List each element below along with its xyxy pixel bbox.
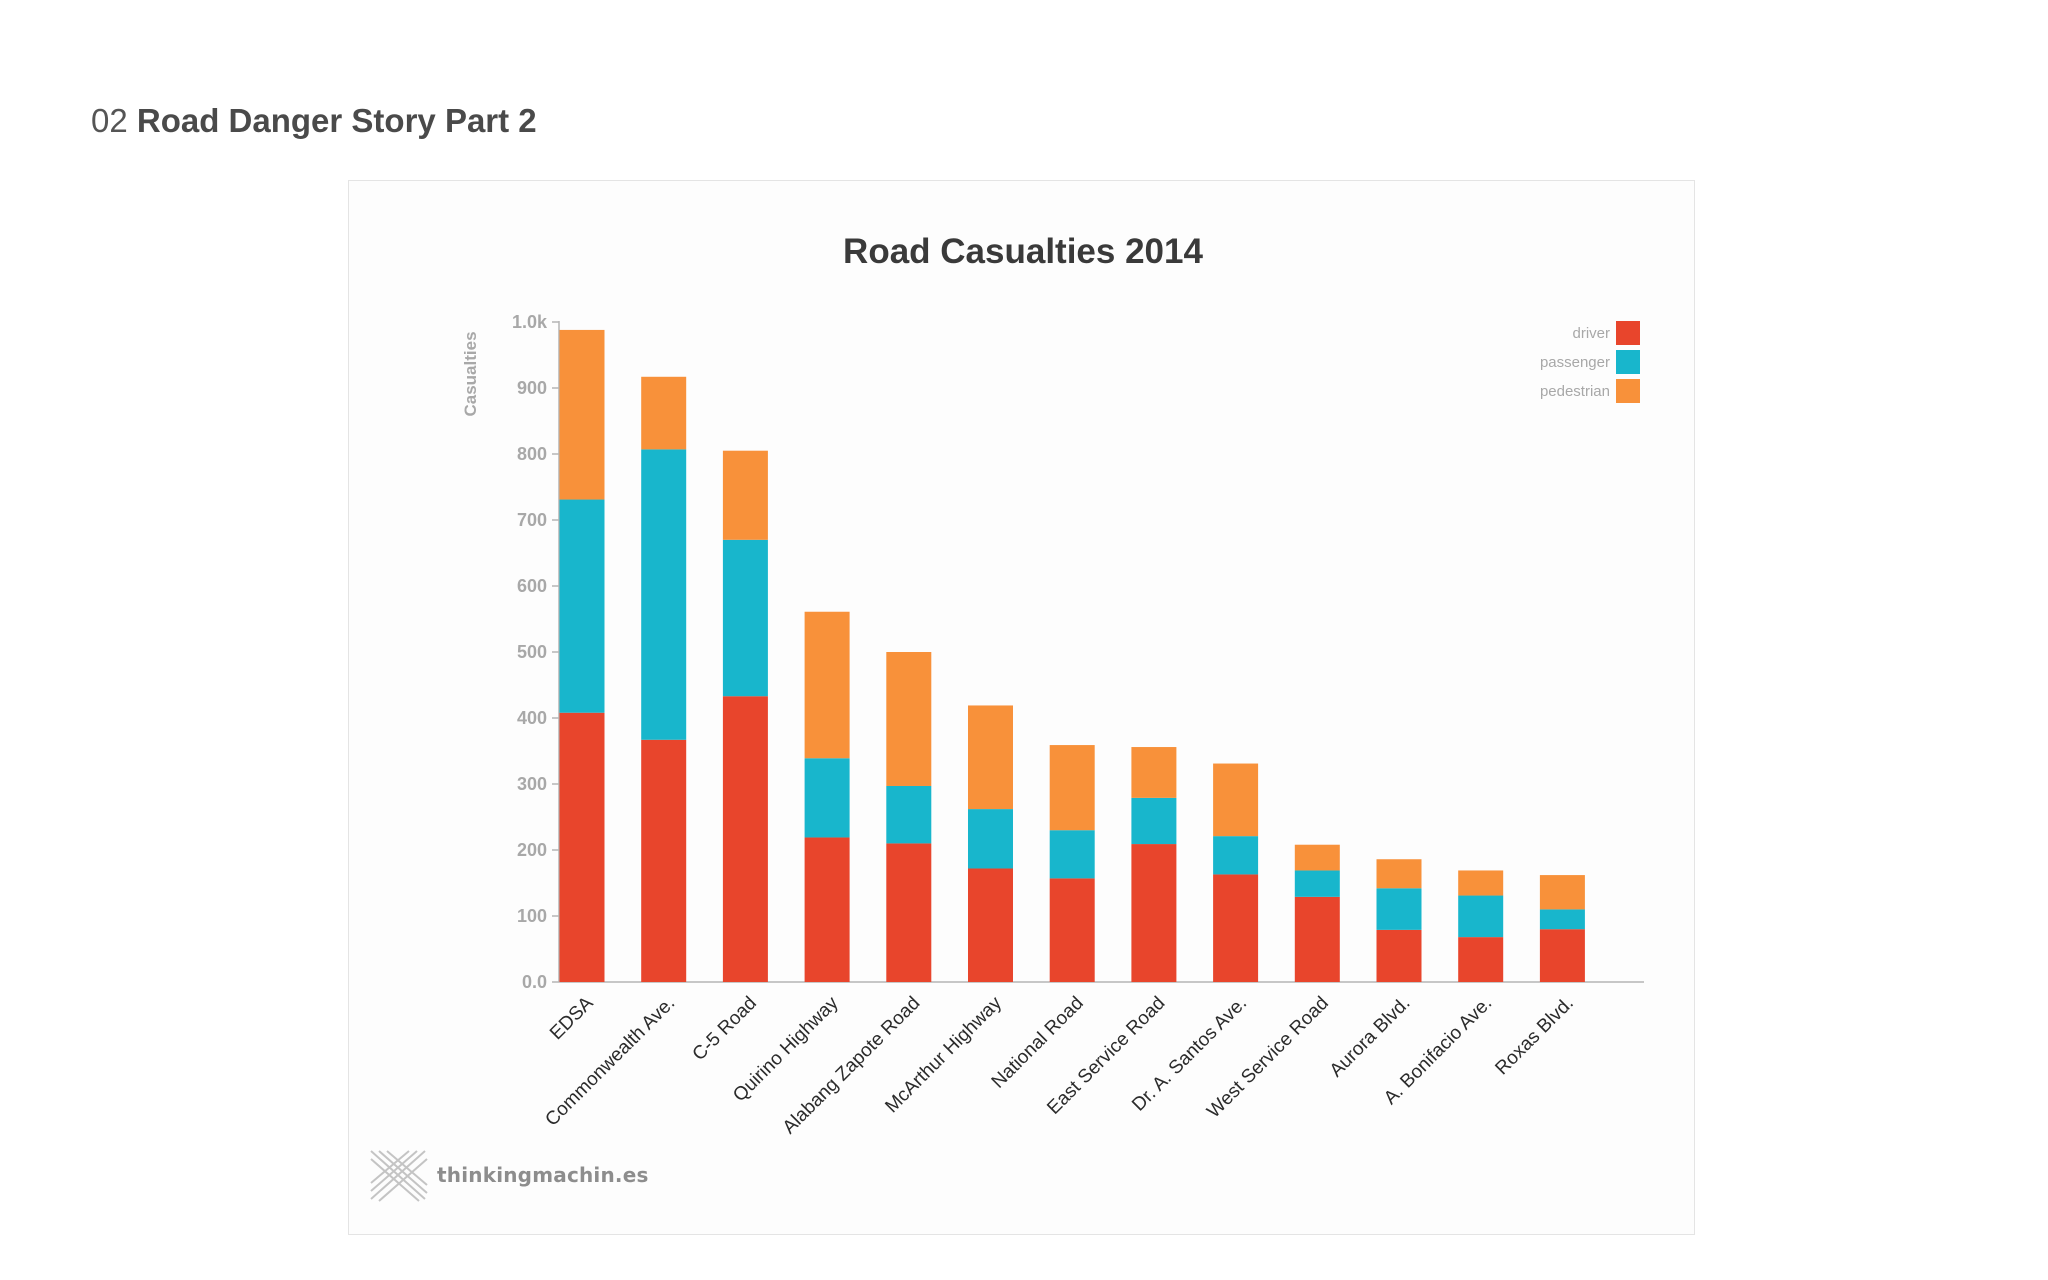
brand-logo: thinkingmachin.es bbox=[369, 1147, 649, 1203]
bar-pedestrian bbox=[886, 652, 932, 786]
bar-driver bbox=[886, 843, 932, 982]
y-tick-label: 0.0 bbox=[522, 972, 547, 992]
bar-passenger bbox=[1294, 870, 1340, 897]
y-tick-label: 1.0k bbox=[512, 312, 548, 332]
bar-stack bbox=[1458, 870, 1504, 982]
bar-passenger bbox=[559, 499, 605, 713]
bar-stack bbox=[641, 376, 687, 982]
y-tick-label: 800 bbox=[517, 444, 547, 464]
legend-swatch bbox=[1616, 379, 1640, 403]
page-title: Road Danger Story Part 2 bbox=[136, 102, 537, 139]
bar-passenger bbox=[1376, 888, 1422, 930]
bar-stack bbox=[1294, 844, 1340, 982]
bar-driver bbox=[1376, 929, 1422, 982]
bar-driver bbox=[1131, 844, 1177, 982]
y-tick-label: 100 bbox=[517, 906, 547, 926]
brand-name: thinkingmachin.es bbox=[437, 1163, 649, 1187]
bar-stack bbox=[1213, 763, 1259, 982]
x-tick-label: Aurora Blvd. bbox=[1326, 993, 1415, 1082]
bar-pedestrian bbox=[968, 705, 1013, 810]
bar-stack bbox=[1131, 747, 1177, 982]
bars-layer bbox=[559, 329, 1585, 982]
page-heading: 02 Road Danger Story Part 2 bbox=[91, 102, 537, 140]
bar-driver bbox=[1213, 874, 1259, 982]
bar-stack bbox=[886, 652, 932, 982]
bar-stack bbox=[1049, 745, 1095, 982]
bar-driver bbox=[1458, 937, 1504, 982]
legend-label: driver bbox=[1572, 325, 1610, 342]
x-tick-label: Roxas Blvd. bbox=[1491, 993, 1578, 1080]
bar-driver bbox=[1049, 878, 1095, 982]
chart-title: Road Casualties 2014 bbox=[843, 232, 1203, 271]
bar-passenger bbox=[1539, 909, 1585, 930]
bar-stack bbox=[722, 450, 768, 982]
bar-pedestrian bbox=[641, 376, 687, 450]
bar-pedestrian bbox=[1294, 844, 1340, 871]
bar-driver bbox=[968, 868, 1013, 982]
bar-stack bbox=[559, 329, 605, 982]
bar-passenger bbox=[1213, 836, 1259, 875]
y-tick-label: 900 bbox=[517, 378, 547, 398]
bar-pedestrian bbox=[1131, 747, 1177, 798]
bar-stack bbox=[1376, 859, 1422, 982]
legend-label: pedestrian bbox=[1540, 383, 1610, 400]
bar-driver bbox=[722, 696, 768, 982]
bar-passenger bbox=[641, 449, 687, 740]
bar-passenger bbox=[1131, 797, 1177, 845]
y-tick-label: 600 bbox=[517, 576, 547, 596]
bar-passenger bbox=[722, 539, 768, 697]
page-number: 02 bbox=[91, 102, 128, 139]
bar-pedestrian bbox=[559, 329, 605, 500]
bar-stack bbox=[1539, 875, 1585, 982]
y-tick-label: 700 bbox=[517, 510, 547, 530]
bar-pedestrian bbox=[1213, 763, 1259, 837]
bar-passenger bbox=[968, 809, 1013, 869]
legend: driver passenger pedestrian bbox=[1540, 321, 1640, 403]
legend-item-pedestrian: pedestrian bbox=[1540, 379, 1640, 403]
bar-pedestrian bbox=[722, 450, 768, 540]
bar-stack bbox=[968, 705, 1013, 982]
bar-driver bbox=[559, 712, 605, 982]
bar-pedestrian bbox=[1539, 875, 1585, 910]
y-tick-label: 400 bbox=[517, 708, 547, 728]
legend-swatch bbox=[1616, 350, 1640, 374]
y-axis-label: Casualties bbox=[461, 331, 480, 416]
bar-passenger bbox=[1458, 895, 1504, 938]
bar-stack bbox=[804, 611, 850, 982]
road-casualties-chart: Road Casualties 2014 Casualties 0.0 100 20… bbox=[461, 232, 1644, 1138]
x-tick-label: C-5 Road bbox=[689, 993, 761, 1065]
bar-driver bbox=[1539, 929, 1585, 982]
y-tick-label: 300 bbox=[517, 774, 547, 794]
thinkingmachines-logo-icon bbox=[370, 1150, 428, 1202]
bar-pedestrian bbox=[804, 611, 850, 759]
chart-card: Road Casualties 2014 Casualties 0.0 100 20… bbox=[348, 180, 1695, 1235]
bar-pedestrian bbox=[1458, 870, 1504, 896]
legend-item-driver: driver bbox=[1572, 321, 1640, 345]
bar-driver bbox=[1294, 896, 1340, 982]
legend-item-passenger: passenger bbox=[1540, 350, 1640, 374]
y-tick-label: 500 bbox=[517, 642, 547, 662]
y-tick-label: 200 bbox=[517, 840, 547, 860]
bar-passenger bbox=[886, 785, 932, 844]
bar-driver bbox=[804, 837, 850, 982]
legend-swatch bbox=[1616, 321, 1640, 345]
x-tick-label: EDSA bbox=[546, 992, 598, 1044]
x-tick-label: Alabang Zapote Road bbox=[779, 993, 925, 1139]
bar-pedestrian bbox=[1049, 745, 1095, 831]
bar-pedestrian bbox=[1376, 859, 1422, 889]
legend-label: passenger bbox=[1540, 354, 1610, 371]
bar-driver bbox=[641, 739, 687, 982]
bar-passenger bbox=[804, 758, 850, 838]
bar-passenger bbox=[1049, 830, 1095, 879]
